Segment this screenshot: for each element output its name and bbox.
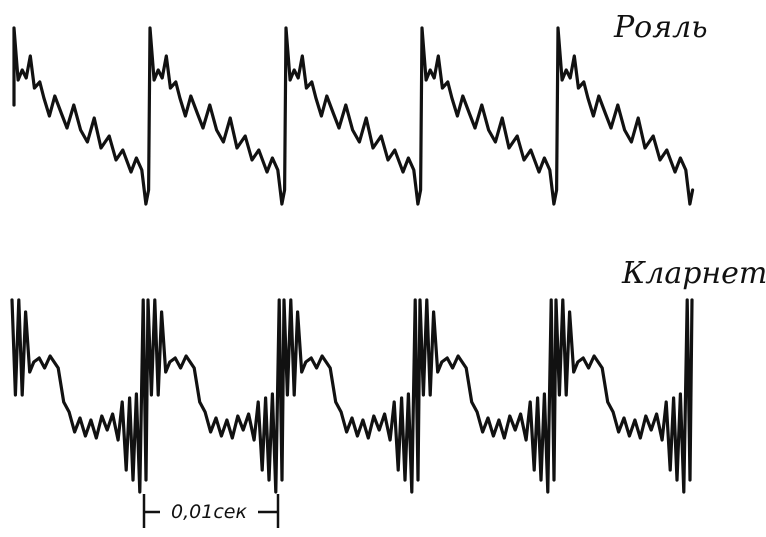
- piano-label: Рояль: [614, 10, 708, 45]
- scale-bar-label: 0,01сек: [160, 500, 258, 524]
- clarinet-waveform: [10, 298, 694, 494]
- piano-waveform: [12, 26, 695, 206]
- clarinet-label: Кларнет: [622, 256, 766, 291]
